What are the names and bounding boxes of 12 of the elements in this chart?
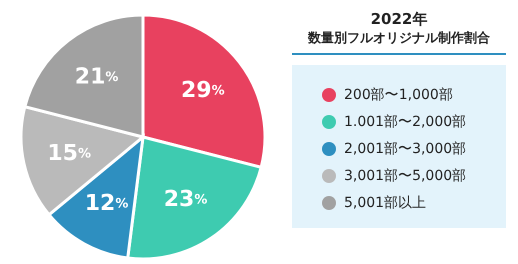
legend-label: 3,001部〜5,000部 [344,166,466,184]
data-label: 23% [164,187,208,212]
text: 数量別フルオリジナル制作割合 [306,30,491,47]
data-label: 15% [47,141,92,166]
legend-label: 5,001部以上 [344,194,426,212]
legend-label: 200部〜1,000部 [344,86,453,104]
data-label: 12% [84,190,128,216]
legend-label: 1.001部〜2,000部 [344,112,466,130]
data-label: 29% [180,78,225,104]
data-label: 21% [74,64,118,90]
chart-title: 2022年 [370,10,428,29]
legend-label: 2,001部〜3,000部 [344,140,466,158]
